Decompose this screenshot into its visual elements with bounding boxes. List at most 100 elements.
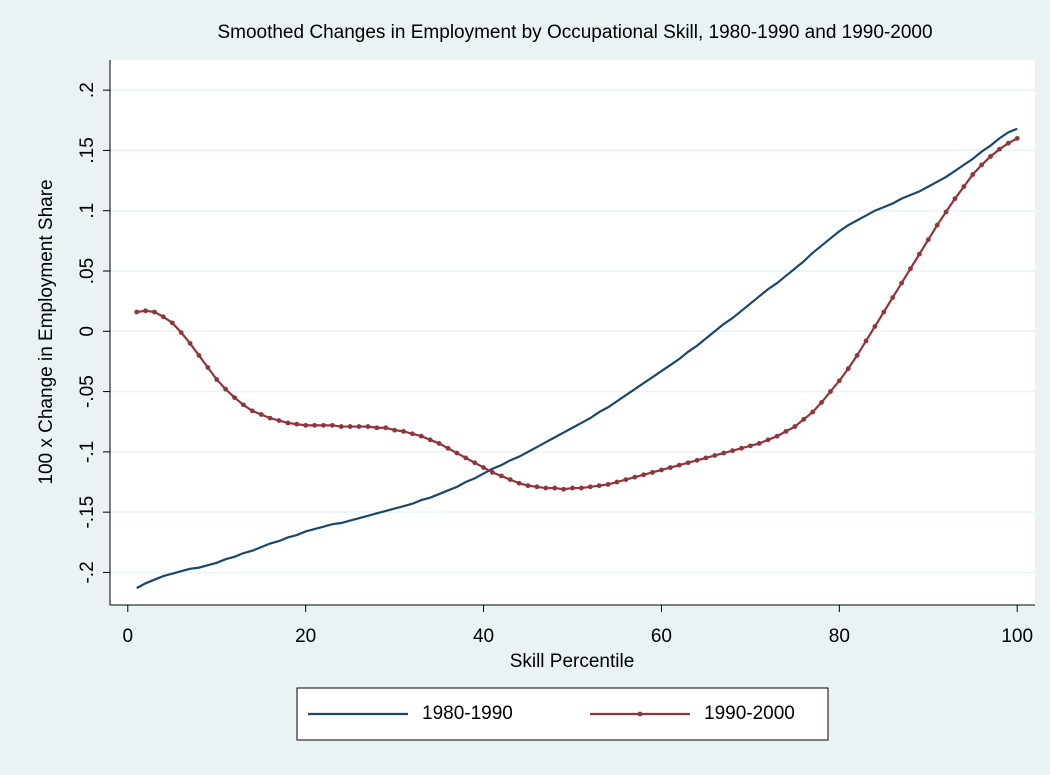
point <box>641 472 647 478</box>
point <box>1005 140 1011 146</box>
point <box>312 422 317 428</box>
y-tick-label: .1 <box>77 203 98 219</box>
point <box>863 338 869 344</box>
legend-label: 1980-1990 <box>422 703 513 724</box>
x-tick-label: 0 <box>122 626 133 647</box>
x-tick-label: 100 <box>1001 626 1033 647</box>
point <box>169 320 175 326</box>
point <box>756 441 762 446</box>
series-line <box>136 137 1018 491</box>
point <box>187 340 193 346</box>
point <box>925 237 931 243</box>
legend-marker <box>637 711 643 717</box>
point <box>934 222 940 228</box>
point <box>321 422 326 428</box>
point <box>410 431 415 437</box>
point <box>614 479 620 485</box>
point <box>872 324 878 329</box>
point <box>676 462 682 468</box>
point <box>632 474 638 480</box>
point <box>801 416 807 422</box>
y-axis-title: 100 x Change in Employment Share <box>36 179 57 484</box>
point <box>516 480 522 486</box>
point <box>329 422 335 428</box>
point <box>205 365 211 370</box>
point <box>970 172 976 177</box>
point <box>196 353 202 358</box>
point <box>392 427 398 433</box>
point <box>383 425 389 431</box>
x-tick-label: 80 <box>829 626 850 647</box>
y-tick-label: -.2 <box>77 561 98 583</box>
point <box>605 482 611 487</box>
point <box>739 445 744 451</box>
x-tick-label: 40 <box>473 626 494 647</box>
point <box>303 422 309 428</box>
point <box>792 424 798 429</box>
point <box>961 184 967 190</box>
y-tick-label: 0 <box>77 326 98 337</box>
legend-label: 1990-2000 <box>704 703 795 724</box>
point <box>232 395 237 401</box>
point <box>703 455 709 461</box>
point <box>347 424 353 429</box>
point <box>472 460 478 466</box>
series-line <box>136 127 1018 590</box>
point <box>854 353 860 358</box>
point <box>899 280 904 286</box>
point <box>836 378 842 384</box>
point <box>685 460 691 466</box>
point <box>890 295 896 300</box>
plot-area <box>110 60 1035 605</box>
point <box>490 469 495 475</box>
point <box>401 428 406 434</box>
y-tick-label: .05 <box>77 258 98 284</box>
point <box>587 484 593 490</box>
point <box>445 445 451 451</box>
point <box>908 266 913 271</box>
point <box>463 455 469 461</box>
point <box>712 453 718 458</box>
point <box>249 408 255 414</box>
point <box>810 409 816 415</box>
point <box>356 424 362 429</box>
x-tick-label: 60 <box>651 626 672 647</box>
point <box>534 484 540 490</box>
point <box>1014 135 1020 141</box>
point <box>507 477 513 483</box>
point <box>525 483 531 489</box>
point <box>578 485 584 491</box>
x-tick-label: 20 <box>295 626 316 647</box>
point <box>774 433 780 439</box>
point <box>436 441 442 446</box>
point <box>997 146 1002 152</box>
point <box>828 389 833 394</box>
point <box>543 485 549 491</box>
point <box>916 251 922 257</box>
point <box>276 418 282 423</box>
point <box>881 309 887 315</box>
point <box>730 448 735 454</box>
point <box>979 162 985 168</box>
point <box>765 437 771 443</box>
point <box>338 424 344 429</box>
point <box>214 377 220 382</box>
y-tick-label: -.1 <box>77 441 98 463</box>
point <box>427 437 433 443</box>
point <box>623 477 629 483</box>
point <box>783 428 789 434</box>
point <box>596 483 602 489</box>
point <box>952 196 958 202</box>
point <box>454 450 460 456</box>
point <box>294 421 300 427</box>
x-axis-title: Skill Percentile <box>510 651 635 672</box>
point <box>943 209 949 215</box>
point <box>160 314 166 320</box>
point <box>241 402 246 408</box>
point <box>747 443 753 449</box>
y-tick-label: -.15 <box>77 496 98 529</box>
point <box>659 467 664 473</box>
point <box>721 450 727 456</box>
y-tick-label: -.05 <box>77 375 98 408</box>
point <box>694 457 700 463</box>
